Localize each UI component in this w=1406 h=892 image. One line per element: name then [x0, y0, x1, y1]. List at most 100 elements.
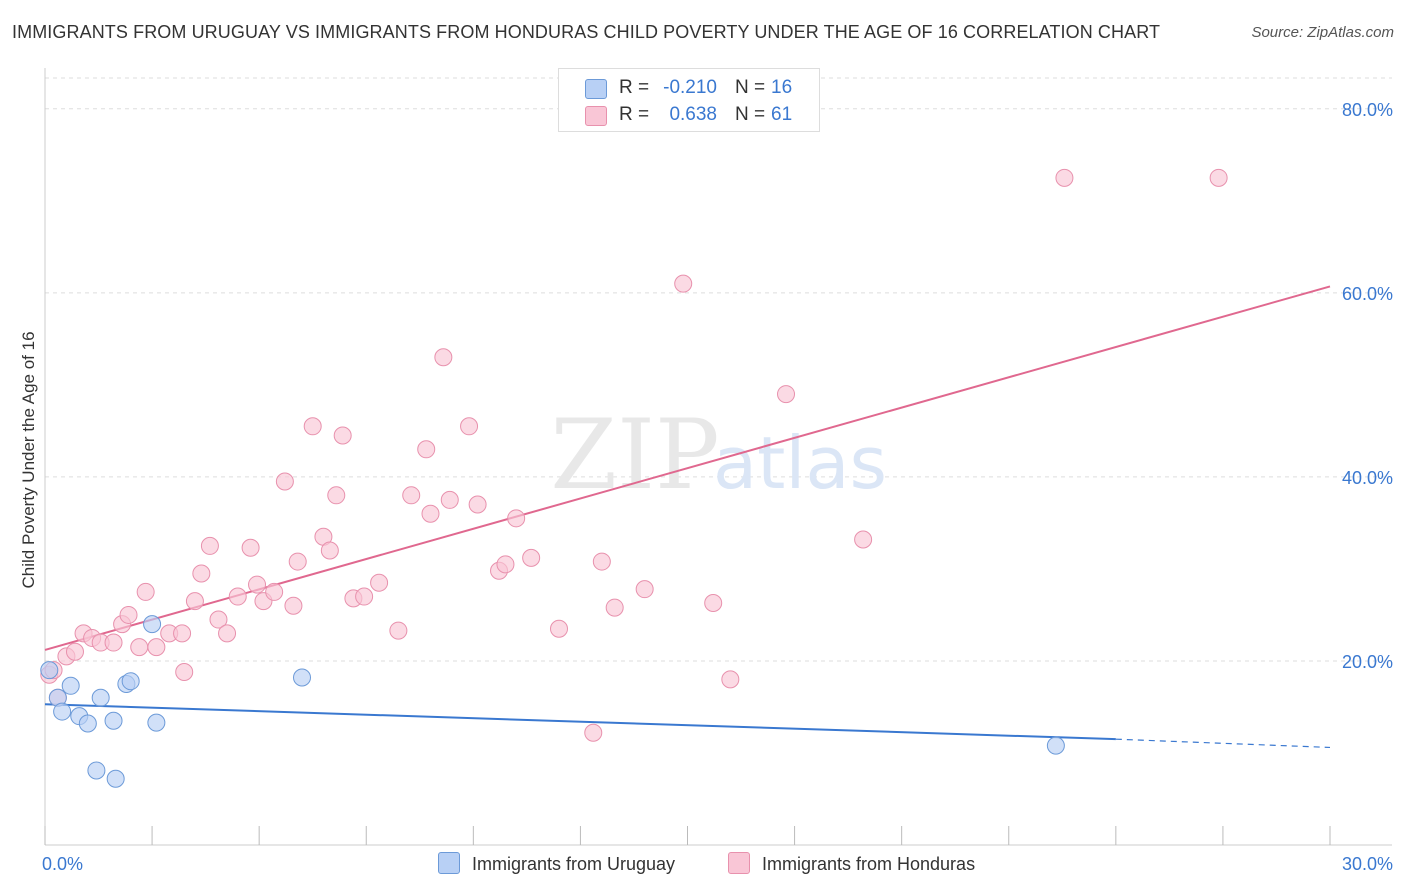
watermark-atlas: atlas [713, 421, 887, 505]
honduras-point [417, 440, 436, 459]
honduras-point [389, 621, 408, 640]
y-tick-label: 20.0% [1342, 652, 1393, 672]
honduras-point [635, 580, 654, 599]
honduras-point [303, 417, 322, 436]
honduras-point [218, 624, 237, 643]
uruguay-legend-swatch [438, 852, 460, 874]
y-tick-label: 60.0% [1342, 284, 1393, 304]
y-tick-label: 80.0% [1342, 100, 1393, 120]
honduras-point [104, 633, 123, 652]
uruguay-point [104, 711, 123, 730]
honduras-point [854, 530, 873, 549]
r-label: R = [619, 77, 650, 98]
legend-item-honduras: Immigrants from Honduras [728, 852, 975, 875]
legend-item-uruguay: Immigrants from Uruguay [438, 852, 675, 875]
trend-line-uruguay [44, 703, 1116, 741]
y-axis-label-wrap: Child Poverty Under the Age of 16 [14, 300, 44, 620]
honduras-point [333, 426, 352, 445]
source-label: Source: ZipAtlas.com [1251, 24, 1394, 41]
honduras-point [355, 587, 374, 606]
correlation-legend: R = -0.210 N = 16 R = 0.638 N = 61 [558, 68, 820, 132]
honduras-legend-label: Immigrants from Honduras [762, 854, 976, 874]
honduras-point [402, 486, 421, 505]
honduras-point [421, 504, 440, 523]
data-points [40, 168, 1228, 788]
tick-labels: 20.0% 40.0% 60.0% 80.0% 0.0% 30.0% [42, 100, 1393, 874]
uruguay-point [53, 702, 72, 721]
y-tick-label: 40.0% [1342, 468, 1393, 488]
honduras-point [777, 385, 796, 404]
uruguay-legend-label: Immigrants from Uruguay [472, 854, 676, 874]
chart-title: IMMIGRANTS FROM URUGUAY VS IMMIGRANTS FR… [12, 22, 1161, 42]
honduras-point [275, 472, 294, 491]
uruguay-point [121, 672, 140, 691]
honduras-point [522, 548, 541, 567]
r-label: R = [619, 104, 650, 125]
honduras-point [440, 490, 459, 509]
honduras-point [200, 536, 219, 555]
honduras-point [1209, 168, 1228, 187]
n-value: 16 [771, 77, 793, 98]
honduras-point [173, 624, 192, 643]
uruguay-point [106, 769, 125, 788]
legend-row-honduras: R = 0.638 N = 61 [559, 101, 819, 129]
honduras-point [119, 605, 138, 624]
honduras-point [185, 592, 204, 611]
honduras-point [327, 486, 346, 505]
watermark-zip: ZIP [550, 399, 719, 511]
honduras-point [248, 575, 267, 594]
honduras-point [434, 348, 453, 367]
honduras-point [370, 573, 389, 592]
uruguay-point [293, 668, 311, 687]
x-tick-label: 0.0% [42, 854, 83, 874]
honduras-point [136, 582, 155, 601]
uruguay-point [87, 761, 106, 780]
uruguay-point [1046, 736, 1065, 755]
honduras-point [147, 638, 166, 657]
honduras-point [192, 564, 211, 583]
y-axis-label: Child Poverty Under the Age of 16 [19, 331, 38, 589]
trend-lines [44, 285, 1331, 749]
honduras-point [265, 582, 284, 601]
honduras-point [674, 274, 693, 293]
gridlines [45, 77, 1392, 662]
honduras-swatch [585, 106, 607, 126]
watermark: ZIP atlas [550, 399, 887, 511]
honduras-point [460, 417, 479, 436]
honduras-point [175, 662, 194, 681]
axes [44, 68, 1392, 846]
honduras-point [320, 541, 339, 560]
uruguay-point [40, 661, 59, 680]
honduras-point [284, 596, 303, 615]
n-label: N = [735, 104, 766, 125]
honduras-point [288, 552, 307, 571]
honduras-point [605, 598, 624, 617]
uruguay-point [61, 676, 80, 695]
honduras-point [228, 587, 247, 606]
n-value: 61 [771, 104, 793, 125]
honduras-point [592, 552, 611, 571]
n-label: N = [735, 77, 766, 98]
honduras-point [468, 495, 487, 514]
uruguay-point [78, 714, 97, 733]
honduras-point [130, 638, 149, 657]
honduras-point [65, 642, 84, 661]
uruguay-point [143, 615, 162, 634]
honduras-point [1055, 168, 1074, 187]
honduras-point [209, 610, 228, 629]
uruguay-point [147, 713, 166, 732]
honduras-point [241, 538, 260, 557]
honduras-point [496, 555, 515, 574]
x-tick-label: 30.0% [1342, 854, 1393, 874]
trend-line-uruguay-extension [1115, 738, 1331, 749]
legend-row-uruguay: R = -0.210 N = 16 [559, 74, 819, 102]
honduras-point [584, 723, 603, 742]
uruguay-point [91, 688, 110, 707]
honduras-point [704, 593, 723, 612]
r-value: -0.210 [663, 77, 717, 98]
honduras-legend-swatch [728, 852, 750, 874]
honduras-point [721, 670, 740, 689]
uruguay-swatch [585, 79, 607, 99]
honduras-point [507, 509, 526, 528]
